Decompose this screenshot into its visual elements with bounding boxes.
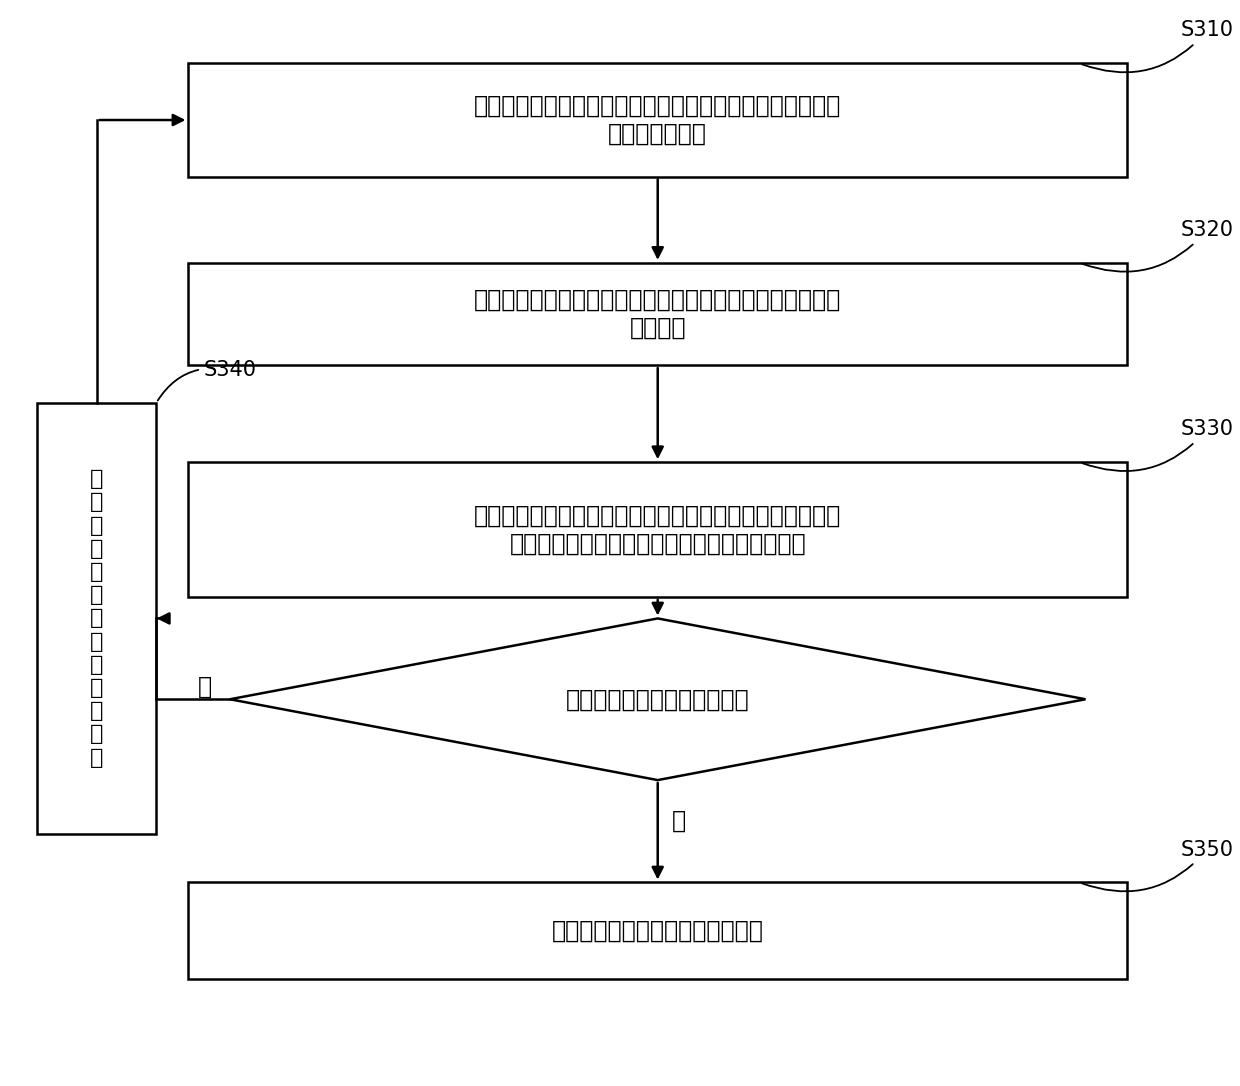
Bar (37, 403, 156, 834)
Text: 采用电缆线路系统模型处理当前载流量，获取电缆金属护套
电流和铠装电流: 采用电缆线路系统模型处理当前载流量，获取电缆金属护套 电流和铠装电流 (474, 94, 842, 146)
Text: S310: S310 (1083, 21, 1234, 73)
Text: 将当前修正量确认为电缆的载流量: 将当前修正量确认为电缆的载流量 (552, 919, 764, 943)
Text: 采用电缆载流量模型处理当前损耗因数，获取当前修正量；
并获取当前修正量与当前载流量的差值的绝对值: 采用电缆载流量模型处理当前损耗因数，获取当前修正量； 并获取当前修正量与当前载流… (474, 504, 842, 555)
Text: 根据当前载流量、电缆金属护套电流和铠装电流，获取当前
损耗因数: 根据当前载流量、电缆金属护套电流和铠装电流，获取当前 损耗因数 (474, 288, 842, 340)
Text: S350: S350 (1083, 839, 1234, 892)
Text: S320: S320 (1083, 219, 1234, 272)
Text: 是: 是 (672, 808, 686, 833)
Bar (188, 263, 1127, 365)
Bar (188, 63, 1127, 177)
Bar (188, 463, 1127, 597)
Polygon shape (229, 618, 1085, 780)
Text: 将
当
前
修
正
量
作
为
当
前
载
流
量: 将 当 前 修 正 量 作 为 当 前 载 流 量 (91, 469, 103, 768)
Bar (188, 883, 1127, 980)
Text: S340: S340 (157, 359, 257, 401)
Text: S330: S330 (1083, 419, 1234, 471)
Text: 绝对值是否小于或等于预设值: 绝对值是否小于或等于预设值 (565, 687, 749, 711)
Text: 否: 否 (198, 674, 212, 698)
